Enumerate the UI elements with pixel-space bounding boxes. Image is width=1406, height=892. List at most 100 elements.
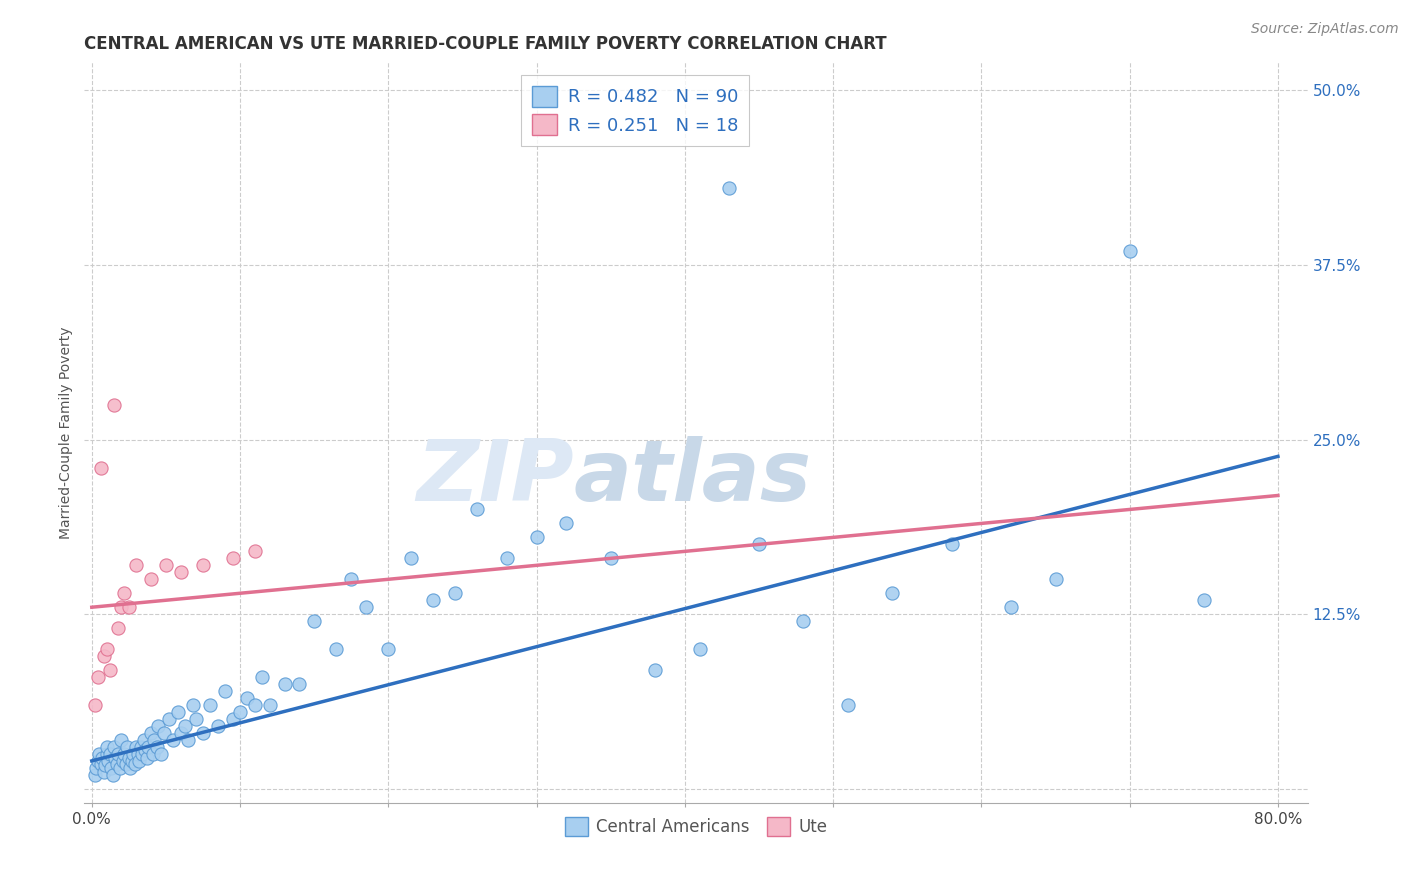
Point (136, 739, 159, 754)
Point (101, 768, 124, 782)
Point (599, 551, 621, 566)
Point (273, 677, 295, 691)
Point (112, 747, 135, 761)
Point (96, 739, 118, 754)
Point (465, 502, 488, 516)
Point (157, 712, 180, 726)
Point (174, 719, 197, 733)
Point (837, 698, 859, 712)
Point (1045, 572, 1067, 586)
Legend: Central Americans, Ute: Central Americans, Ute (558, 810, 834, 843)
Point (496, 551, 519, 566)
Point (98, 747, 121, 761)
Point (229, 705, 252, 719)
Point (325, 642, 347, 657)
Point (134, 742, 156, 756)
Point (139, 726, 162, 740)
Point (882, 586, 904, 600)
Point (124, 756, 146, 771)
Point (555, 516, 578, 531)
Point (115, 756, 138, 771)
Text: Source: ZipAtlas.com: Source: ZipAtlas.com (1251, 22, 1399, 37)
Point (131, 747, 153, 761)
Point (243, 698, 266, 712)
Point (90, 756, 112, 771)
Point (143, 733, 166, 747)
Point (170, 726, 193, 740)
Point (288, 677, 311, 691)
Point (644, 663, 666, 677)
Point (221, 551, 243, 566)
Point (207, 719, 229, 733)
Point (103, 739, 125, 754)
Point (121, 754, 143, 768)
Point (110, 733, 132, 747)
Point (112, 586, 135, 600)
Point (100, 761, 122, 775)
Point (177, 733, 200, 747)
Point (83, 768, 105, 782)
Point (135, 751, 157, 765)
Point (170, 566, 193, 580)
Point (127, 747, 149, 761)
Point (526, 530, 548, 544)
Point (748, 537, 770, 551)
Point (89, 747, 111, 761)
Point (97, 754, 120, 768)
Y-axis label: Married-Couple Family Poverty: Married-Couple Family Poverty (59, 326, 73, 539)
Point (221, 712, 243, 726)
Point (399, 551, 422, 566)
Point (166, 705, 188, 719)
Point (200, 698, 222, 712)
Point (150, 747, 173, 761)
Point (107, 621, 129, 635)
Point (98, 663, 121, 677)
Text: atlas: atlas (574, 435, 811, 518)
Point (125, 558, 148, 573)
Point (1000, 600, 1022, 615)
Point (689, 642, 711, 657)
Text: CENTRAL AMERICAN VS UTE MARRIED-COUPLE FAMILY POVERTY CORRELATION CHART: CENTRAL AMERICAN VS UTE MARRIED-COUPLE F… (84, 35, 887, 53)
Point (91, 751, 114, 765)
Point (139, 572, 162, 586)
Point (214, 684, 236, 698)
Point (117, 739, 139, 754)
Point (377, 642, 399, 657)
Point (129, 739, 152, 754)
Point (252, 670, 274, 684)
Point (153, 726, 176, 740)
Point (354, 600, 377, 615)
Point (93, 649, 115, 664)
Text: ZIP: ZIP (416, 435, 574, 518)
Point (340, 572, 363, 586)
Point (243, 544, 266, 558)
Point (96, 642, 118, 657)
Point (191, 726, 214, 740)
Point (96, 747, 118, 761)
Point (103, 398, 125, 412)
Point (104, 751, 127, 765)
Point (142, 747, 165, 761)
Point (125, 739, 148, 754)
Point (162, 733, 184, 747)
Point (93, 765, 115, 780)
Point (148, 719, 170, 733)
Point (236, 691, 259, 706)
Point (184, 712, 207, 726)
Point (90, 460, 112, 475)
Point (718, 181, 741, 195)
Point (108, 761, 131, 775)
Point (422, 593, 444, 607)
Point (94, 758, 117, 772)
Point (181, 698, 204, 712)
Point (118, 600, 141, 615)
Point (792, 614, 814, 628)
Point (302, 614, 325, 628)
Point (110, 600, 132, 615)
Point (107, 747, 129, 761)
Point (86, 754, 108, 768)
Point (1192, 593, 1215, 607)
Point (118, 751, 141, 765)
Point (122, 747, 145, 761)
Point (259, 698, 281, 712)
